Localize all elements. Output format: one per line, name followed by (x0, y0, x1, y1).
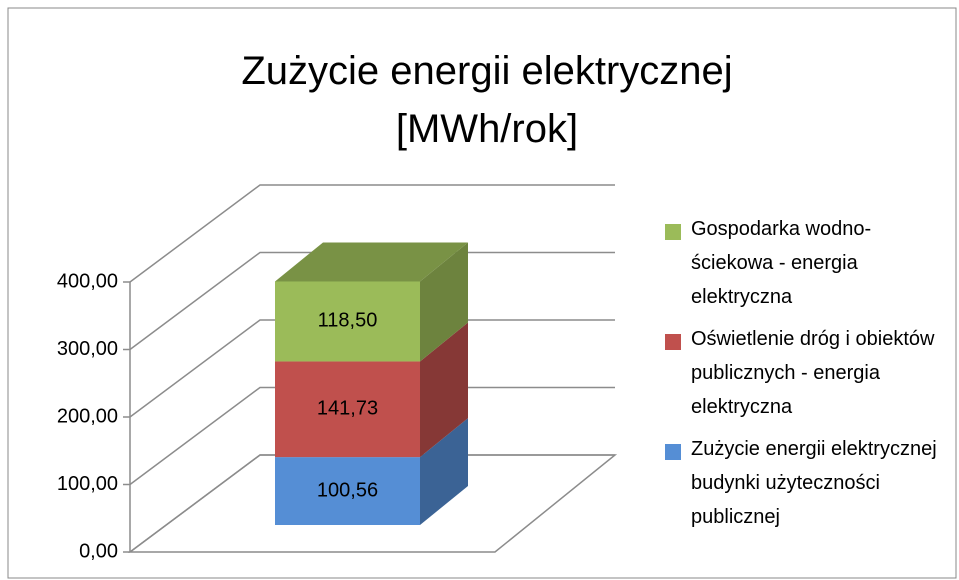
legend-entry: Gospodarka wodno-ściekowa - energia elek… (665, 212, 950, 314)
bar-side (420, 242, 468, 362)
legend-entry: Oświetlenie dróg i obiektów publicznych … (665, 322, 950, 424)
y-tick-label: 100,00 (57, 473, 118, 495)
data-label: 118,50 (318, 310, 378, 332)
bar (275, 361, 420, 458)
y-tick-label: 400,00 (57, 270, 118, 292)
grid-line (129, 454, 615, 553)
grid-line (129, 319, 615, 418)
legend-label: Oświetlenie dróg i obiektów publicznych … (691, 328, 935, 418)
legend-swatch (665, 224, 681, 240)
legend-label: Gospodarka wodno-ściekowa - energia elek… (691, 218, 872, 308)
grid-line (129, 184, 615, 283)
legend-swatch (665, 444, 681, 460)
bar (275, 457, 420, 525)
y-tick-label: 200,00 (57, 405, 118, 427)
grid-line (129, 386, 615, 486)
bar (275, 281, 420, 362)
legend: Gospodarka wodno-ściekowa - energia elek… (665, 212, 950, 542)
data-label: 141,73 (317, 398, 378, 420)
legend-swatch (665, 334, 681, 350)
legend-label: Zużycie energii elektrycznej budynki uży… (691, 438, 937, 528)
chart-border (7, 7, 957, 579)
bar-side (420, 322, 468, 458)
y-tick-label: 300,00 (57, 338, 118, 360)
chart-title: Zużycie energii elektrycznej [MWh/rok] (241, 49, 733, 151)
legend-entry: Zużycie energii elektrycznej budynki uży… (665, 432, 950, 534)
data-label: 100,56 (317, 479, 378, 501)
bar-top (275, 242, 468, 282)
y-tick-label: 0,00 (79, 540, 118, 562)
grid-line (129, 251, 615, 351)
bar-side (420, 418, 468, 525)
